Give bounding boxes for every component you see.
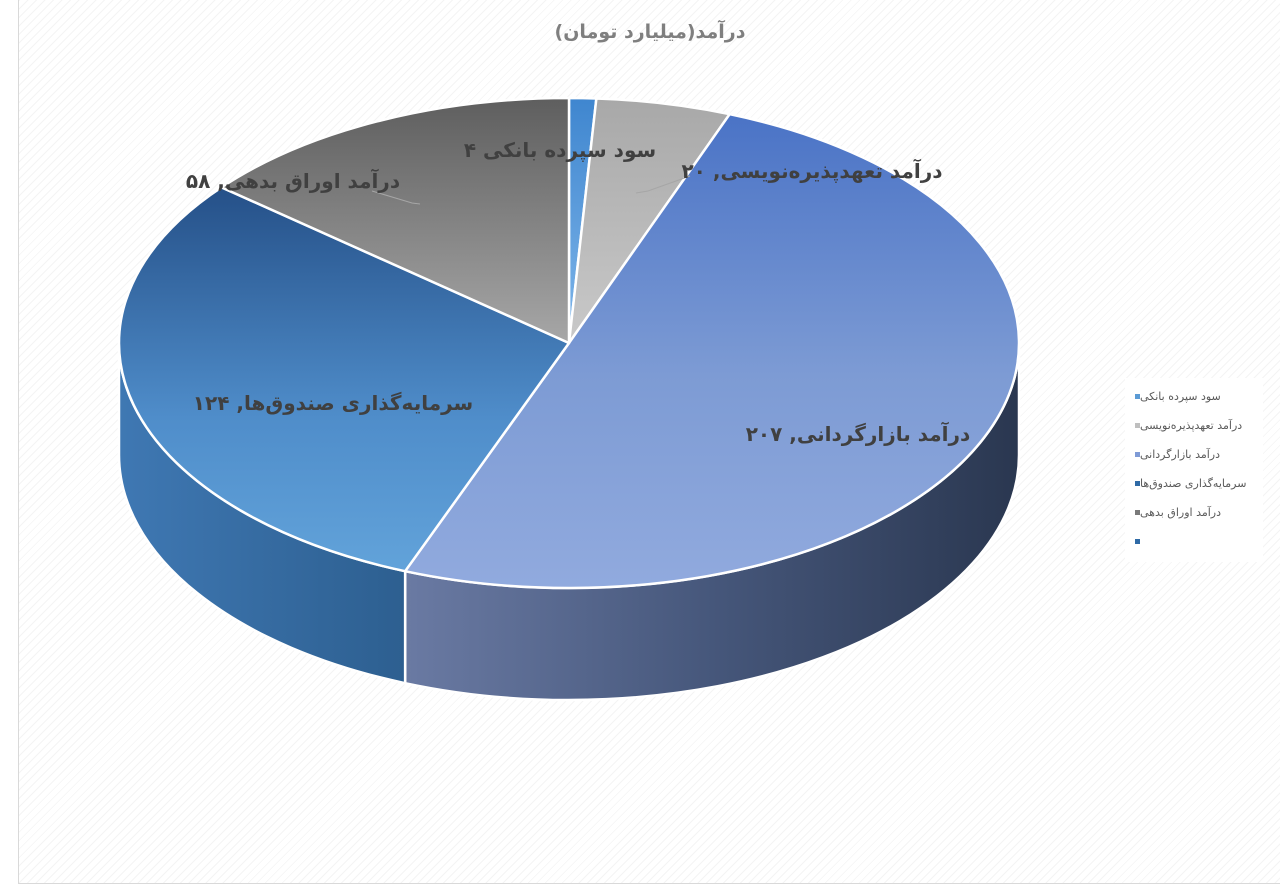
legend-label: سود سپرده بانکی: [1140, 390, 1221, 403]
legend-label: درآمد بازارگردانی: [1140, 448, 1221, 461]
legend-label: درآمد تعهدپذیره‌نویسی: [1140, 419, 1243, 432]
pie-slice-fund-investment: [117, 186, 571, 573]
legend-item: درآمد اوراق بدهی: [1129, 498, 1259, 527]
legend-item: درآمد تعهدپذیره‌نویسی: [1129, 411, 1259, 440]
legend-swatch: [1135, 481, 1140, 486]
legend-label: سرمایه‌گذاری صندوق‌ها: [1140, 477, 1247, 490]
data-label-debt-securities: درآمد اوراق بدهی, ۵۸: [186, 168, 400, 193]
data-label-underwriting: درآمد تعهدپذیره‌نویسی, ۲۰: [681, 158, 942, 184]
legend-swatch: [1135, 394, 1140, 399]
legend-label: درآمد اوراق بدهی: [1140, 506, 1222, 519]
legend-item: [1129, 527, 1259, 556]
legend-item: سرمایه‌گذاری صندوق‌ها: [1129, 469, 1259, 498]
legend-item: سود سپرده بانکی: [1129, 382, 1259, 411]
pie-leader-lines: [371, 175, 691, 205]
data-label-bank-interest: سود سپرده بانکی ۴: [464, 138, 656, 163]
pie-slice-debt-securities: [220, 96, 571, 345]
legend-swatch: [1135, 423, 1140, 428]
legend-swatch: [1135, 539, 1140, 544]
leader-line-underwriting: [635, 175, 691, 194]
legend-swatch: [1135, 510, 1140, 515]
data-label-fund-investment: سرمایه‌گذاری صندوق‌ها, ۱۲۴: [193, 391, 473, 415]
pie-data-labels: سود سپرده بانکی ۴ درآمد تعهدپذیره‌نویسی, …: [186, 138, 970, 446]
pie-slice-market-making: [403, 112, 1021, 590]
data-label-market-making: درآمد بازارگردانی, ۲۰۷: [746, 421, 971, 446]
legend-item: درآمد بازارگردانی: [1129, 440, 1259, 469]
leader-line-debt-securities: [371, 190, 421, 205]
chart-title: درآمد(میلیارد تومان): [555, 19, 746, 43]
legend-swatch: [1135, 452, 1140, 457]
pie-tops: [117, 96, 1021, 590]
legend: سود سپرده بانکی درآمد تعهدپذیره‌نویسی درآم…: [1125, 378, 1263, 562]
